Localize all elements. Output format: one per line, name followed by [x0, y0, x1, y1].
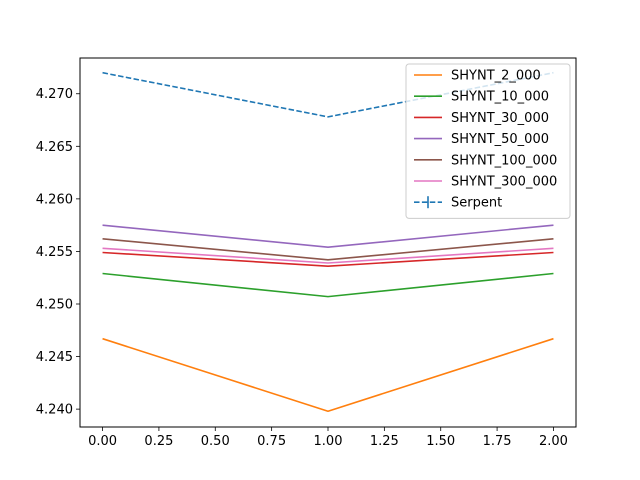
- x-tick-label: 1.25: [370, 434, 399, 449]
- x-tick-label: 0.25: [144, 434, 173, 449]
- series-line: [102, 251, 554, 267]
- y-tick-label: 4.250: [36, 298, 73, 313]
- series-line: [102, 272, 554, 298]
- y-tick-label: 4.260: [36, 192, 73, 207]
- x-tick-label: 0.75: [257, 434, 286, 449]
- series-line: [102, 224, 554, 249]
- series-line: [102, 238, 554, 261]
- legend-label: SHYNT_10_000: [451, 90, 549, 105]
- legend-label: Serpent: [451, 196, 502, 211]
- legend-box: [405, 63, 571, 219]
- y-tick-label: 4.265: [36, 140, 73, 155]
- legend-label: SHYNT_300_000: [451, 175, 557, 190]
- y-tick-label: 4.270: [36, 87, 73, 102]
- x-tick-label: 2.00: [539, 434, 568, 449]
- x-tick-label: 1.75: [483, 434, 512, 449]
- x-tick-label: 0.00: [88, 434, 117, 449]
- y-axis: 4.240 4.245 4.250 4.255 4.260 4.265 4.270: [36, 87, 80, 418]
- series-line: [102, 247, 554, 264]
- legend: SHYNT_2_000 SHYNT_10_000 SHYNT_30_000 SHYNT…: [405, 63, 571, 219]
- y-tick-label: 4.255: [36, 245, 73, 260]
- y-tick-label: 4.245: [36, 350, 73, 365]
- x-tick-label: 1.50: [426, 434, 455, 449]
- series-line: [102, 337, 554, 413]
- legend-label: SHYNT_100_000: [451, 153, 557, 168]
- legend-label: SHYNT_2_000: [451, 69, 541, 84]
- x-tick-label: 0.50: [201, 434, 230, 449]
- x-tick-label: 1.00: [314, 434, 343, 449]
- legend-label: SHYNT_30_000: [451, 111, 549, 126]
- legend-label: SHYNT_50_000: [451, 132, 549, 147]
- x-axis: 0.00 0.25 0.50 0.75 1.00 1.25 1.50 1.75 2.00: [88, 427, 568, 449]
- y-tick-label: 4.240: [36, 403, 73, 418]
